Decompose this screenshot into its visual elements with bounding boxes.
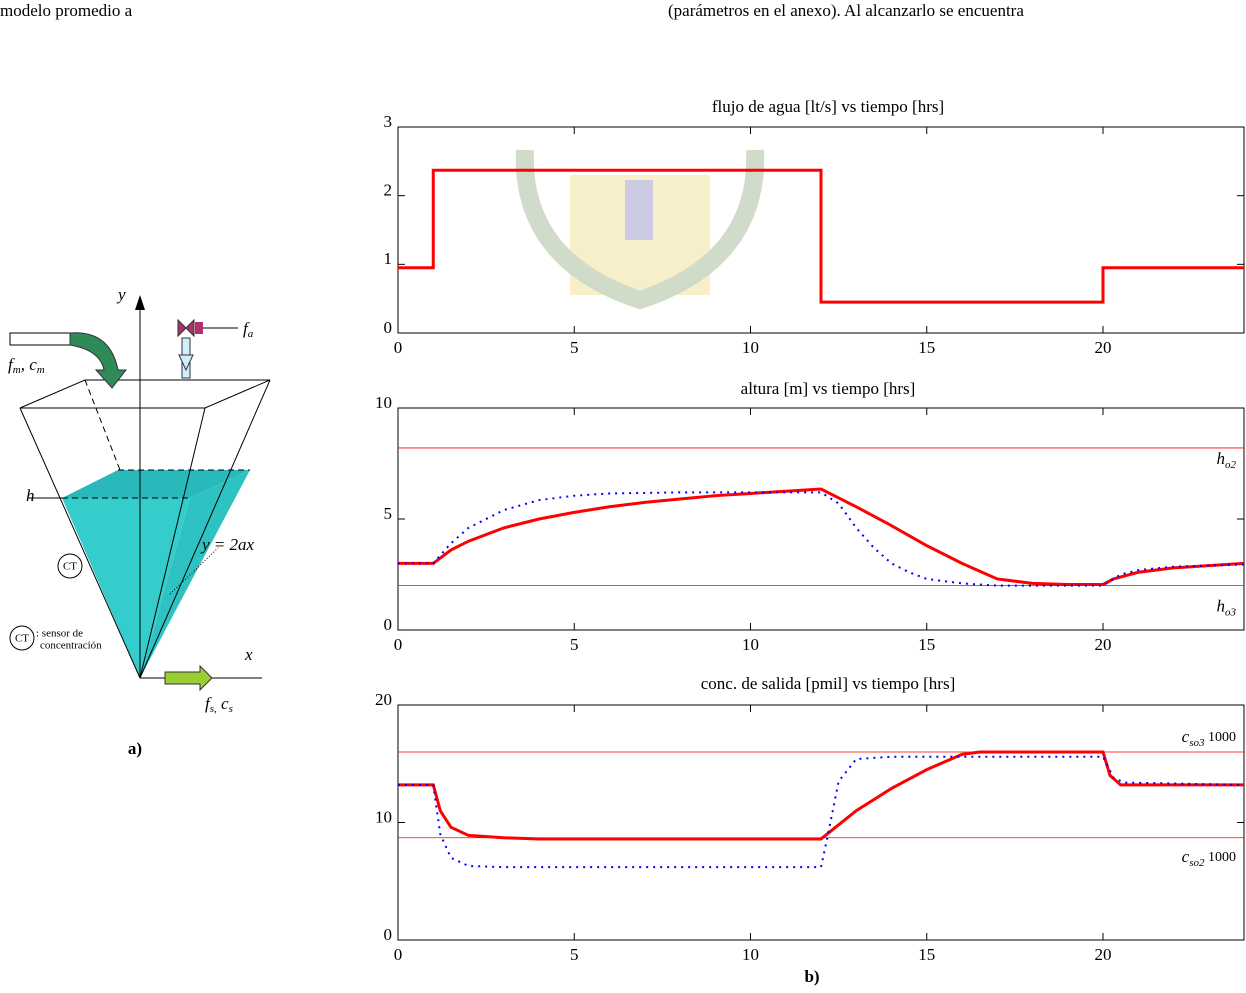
y-tick-label: 3 xyxy=(384,112,393,131)
series-line xyxy=(398,487,1245,586)
reference-label: ho3 xyxy=(1217,597,1237,619)
y-tick-label: 1 xyxy=(384,249,393,268)
x-tick-label: 20 xyxy=(1095,945,1112,964)
plot-frame xyxy=(397,126,1245,334)
sensor-label: CT xyxy=(15,633,29,645)
inlet-label: fm, cm xyxy=(8,355,45,376)
series-line xyxy=(398,168,1244,304)
chart-title: altura [m] vs tiempo [hrs] xyxy=(741,379,916,398)
reference-label-sub: so2 xyxy=(1189,856,1205,868)
y-tick-label: 5 xyxy=(384,504,393,523)
reference-label: cso2 1000 xyxy=(1182,847,1236,869)
x-tick-label: 5 xyxy=(570,338,579,357)
x-tick-label: 10 xyxy=(742,338,759,357)
reference-label-suffix: 1000 xyxy=(1205,730,1237,745)
tank-diagram: y x fa fm, cm h CT y = 2ax CT : sensor d… xyxy=(8,285,271,758)
y-tick-label: 10 xyxy=(375,393,392,412)
axis-label: y xyxy=(116,285,126,304)
reference-label-main: c xyxy=(1182,847,1190,866)
x-tick-label: 10 xyxy=(742,945,759,964)
edge-label: y = 2ax xyxy=(200,535,255,554)
x-tick-label: 20 xyxy=(1095,338,1112,357)
y-tick-label: 0 xyxy=(384,615,393,634)
legend-text: concentración xyxy=(40,640,102,652)
reference-label-main: h xyxy=(1217,597,1226,616)
x-tick-label: 0 xyxy=(394,635,403,654)
axis-label: x xyxy=(244,645,253,664)
level-label: h xyxy=(26,486,35,505)
watermark xyxy=(515,149,765,310)
x-tick-label: 10 xyxy=(742,635,759,654)
sensor-label: CT xyxy=(63,561,77,573)
reference-label-main: h xyxy=(1217,449,1226,468)
x-tick-label: 20 xyxy=(1095,635,1112,654)
x-tick-label: 15 xyxy=(918,945,935,964)
y-tick-label: 0 xyxy=(384,318,393,337)
plot-frame xyxy=(397,704,1245,941)
x-tick-label: 5 xyxy=(570,945,579,964)
reference-label: ho2 xyxy=(1217,449,1237,471)
reference-label: cso3 1000 xyxy=(1182,727,1236,749)
reference-label-sub: o2 xyxy=(1225,458,1237,470)
x-tick-label: 15 xyxy=(918,635,935,654)
series-line xyxy=(398,755,1245,869)
valve-label: fa xyxy=(243,319,254,340)
reference-label-suffix: 1000 xyxy=(1205,850,1237,865)
outlet-label: fs, cs xyxy=(205,694,233,715)
x-tick-label: 0 xyxy=(394,945,403,964)
series-line xyxy=(398,491,1245,587)
header-text: (parámetros en el anexo). Al alcanzarlo … xyxy=(668,1,1024,20)
chart-title: conc. de salida [pmil] vs tiempo [hrs] xyxy=(701,674,955,693)
y-tick-label: 0 xyxy=(384,925,393,944)
y-tick-label: 10 xyxy=(375,807,392,826)
header-text: modelo promedio a xyxy=(0,1,133,20)
x-tick-label: 0 xyxy=(394,338,403,357)
caption: a) xyxy=(128,739,142,758)
reference-label-sub: so3 xyxy=(1189,737,1205,749)
series-line xyxy=(398,750,1244,841)
reference-label-sub: o3 xyxy=(1225,606,1237,618)
legend-text: : sensor de xyxy=(36,628,83,640)
plot-frame xyxy=(397,407,1245,631)
x-tick-label: 5 xyxy=(570,635,579,654)
chart-title: flujo de agua [lt/s] vs tiempo [hrs] xyxy=(712,97,944,116)
x-tick-label: 15 xyxy=(918,338,935,357)
y-tick-label: 20 xyxy=(375,690,392,709)
y-tick-label: 2 xyxy=(384,181,393,200)
reference-label-main: c xyxy=(1182,727,1190,746)
caption: b) xyxy=(804,967,819,986)
